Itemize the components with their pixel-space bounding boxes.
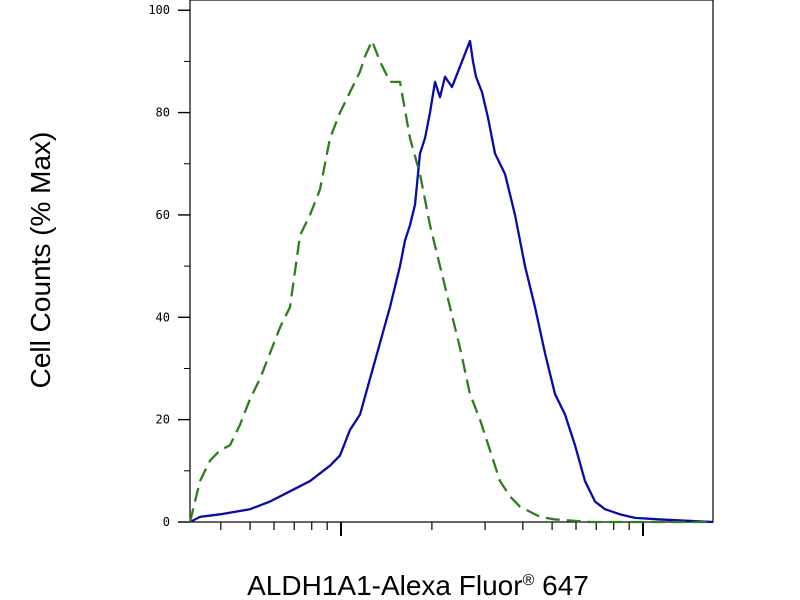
series-layer [188, 39, 714, 524]
control-histogram-line [188, 39, 713, 524]
y-axis-title: Cell Counts (% Max) [25, 132, 56, 389]
y-tick-label: 20 [156, 413, 170, 427]
y-tick-label: 40 [156, 310, 170, 324]
plot-frame [189, 0, 714, 523]
x-axis [220, 522, 644, 536]
registered-mark: ® [523, 572, 535, 589]
x-axis-title-main: ALDH1A1-Alexa Fluor [247, 570, 522, 600]
y-tick-label: 0 [163, 515, 170, 529]
x-axis-title: ALDH1A1-Alexa Fluor® 647 [247, 570, 589, 600]
y-tick-label: 100 [148, 3, 170, 17]
y-tick-label: 80 [156, 106, 170, 120]
sample-histogram-line [189, 39, 714, 524]
y-axis: 0 20 40 60 80 100 [148, 3, 190, 529]
x-axis-title-suffix: 647 [534, 570, 589, 600]
y-tick-label: 60 [156, 208, 170, 222]
